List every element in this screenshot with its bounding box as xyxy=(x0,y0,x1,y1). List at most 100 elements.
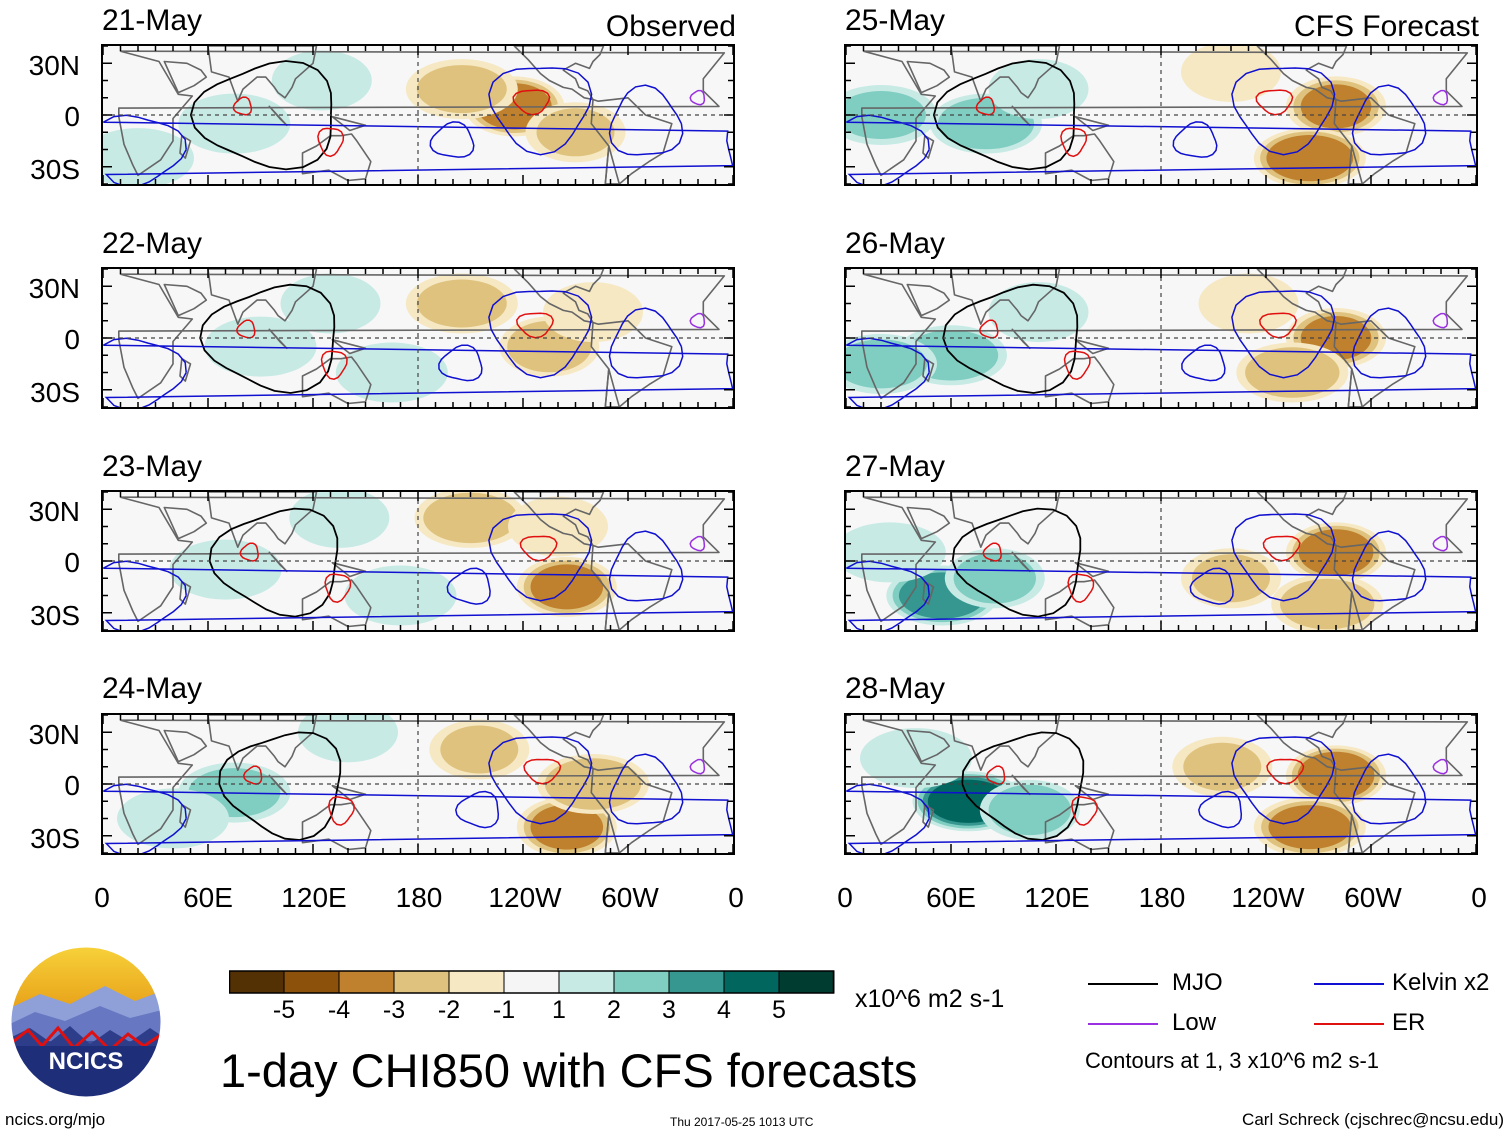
panel-title-27-may: 27-May xyxy=(845,450,946,483)
anomaly-shade-level-1 xyxy=(305,497,374,538)
colorbar-tick-label: 2 xyxy=(607,996,621,1024)
anomaly-shade-level-1 xyxy=(357,352,426,393)
coastline xyxy=(268,774,288,796)
contour-kelvin xyxy=(1231,736,1336,825)
colorbar-frame xyxy=(229,970,835,994)
coastline xyxy=(118,50,726,177)
panel-title-21-may: 21-May xyxy=(102,4,203,37)
lon-tick-0: 0 xyxy=(94,882,110,913)
lon-tick-60e: 60E xyxy=(183,882,233,913)
colorbar-segment xyxy=(668,970,725,994)
legend-label-er: ER xyxy=(1392,1009,1426,1036)
footer-url[interactable]: ncics.org/mjo xyxy=(5,1110,106,1129)
coastline xyxy=(906,506,951,540)
panel-title-24-may: 24-May xyxy=(102,672,203,705)
anomaly-shade-level-1 xyxy=(287,60,356,101)
anomaly-shade-level-2 xyxy=(536,108,615,157)
colorbar-segment xyxy=(778,970,835,994)
coastline xyxy=(331,338,367,355)
map-panel-28-may xyxy=(844,713,1478,855)
anomaly-shade-level-3 xyxy=(1268,805,1352,850)
anomaly-shade-level-2 xyxy=(416,65,507,114)
coastline xyxy=(861,496,1469,623)
contour-kelvin xyxy=(608,84,684,156)
contour-er xyxy=(324,573,352,603)
coastline xyxy=(950,269,1061,326)
coastline xyxy=(906,729,951,763)
anomaly-shade-level-1 xyxy=(1214,283,1283,324)
coastline xyxy=(1256,715,1348,770)
map-svg xyxy=(846,269,1476,407)
colorbar-units: x10^6 m2 s-1 xyxy=(855,985,1005,1013)
contour-er xyxy=(1071,796,1098,826)
panel-title-28-may: 28-May xyxy=(845,672,946,705)
lat-tick-0: 0 xyxy=(64,547,80,578)
map-panel-25-may xyxy=(844,44,1478,186)
contour-kelvin xyxy=(446,567,491,605)
coastline xyxy=(163,729,208,763)
colorbar-segment xyxy=(283,970,340,994)
contour-er xyxy=(512,89,551,116)
coastline xyxy=(906,60,951,94)
anomaly-shade-level-1 xyxy=(139,798,207,839)
coastline xyxy=(1347,145,1364,184)
coastline xyxy=(513,492,605,547)
coastline xyxy=(118,273,726,400)
coastline xyxy=(268,105,288,127)
coastline xyxy=(922,357,935,382)
contour-mjo xyxy=(189,60,333,171)
coastline xyxy=(513,269,605,324)
lon-tick-0: 0 xyxy=(837,882,853,913)
legend-line-kelvin xyxy=(1314,983,1384,985)
anomaly-shade-level-1 xyxy=(1004,292,1073,333)
anomaly-shade-level-1 xyxy=(104,138,172,179)
contour-kelvin xyxy=(488,290,593,379)
lon-tick-0-end: 0 xyxy=(728,882,744,913)
anomaly-shade-level-2 xyxy=(416,279,507,328)
colorbar-segment xyxy=(393,970,450,994)
panel-title-26-may: 26-May xyxy=(845,227,946,260)
coastline xyxy=(1011,774,1031,796)
contour-kelvin xyxy=(488,736,593,825)
coastline xyxy=(922,134,935,159)
coastline xyxy=(1074,338,1110,355)
contour-er xyxy=(1266,758,1305,785)
contour-er xyxy=(1063,350,1091,380)
coastline xyxy=(861,719,1469,846)
colorbar-segment xyxy=(558,970,615,994)
contour-mjo xyxy=(218,731,342,841)
contour-er xyxy=(320,350,348,380)
contour-er xyxy=(982,542,1002,562)
contour-er xyxy=(1067,573,1095,603)
contour-er xyxy=(328,796,355,826)
contour-kelvin xyxy=(1351,530,1427,602)
contour-kelvin xyxy=(488,67,593,156)
contour-low xyxy=(689,312,706,329)
coastline xyxy=(179,580,192,605)
colorbar-segment xyxy=(503,970,560,994)
contour-er xyxy=(516,312,554,339)
lon-tick-60w: 60W xyxy=(1344,882,1402,913)
contour-kelvin xyxy=(1172,121,1218,158)
footer-timestamp: Thu 2017-05-25 1013 UTC xyxy=(670,1115,814,1129)
lon-tick-60e: 60E xyxy=(926,882,976,913)
map-svg xyxy=(846,46,1476,184)
colorbar-segment xyxy=(229,970,285,994)
coastline xyxy=(922,580,935,605)
legend-label-kelvin: Kelvin x2 xyxy=(1392,969,1490,996)
contour-mjo xyxy=(961,731,1085,841)
colorbar-segment xyxy=(338,970,395,994)
map-svg xyxy=(103,46,733,184)
map-svg xyxy=(846,492,1476,630)
colorbar-tick-label: -4 xyxy=(327,996,351,1024)
coastline xyxy=(207,269,318,326)
coastline xyxy=(604,368,621,407)
anomaly-shade-level-1 xyxy=(1004,69,1073,110)
contour-kelvin xyxy=(608,307,684,379)
colorbar-segment xyxy=(613,970,670,994)
observed-label: Observed xyxy=(605,10,736,43)
coastline xyxy=(207,492,318,549)
lat-tick-30s: 30S xyxy=(30,154,80,185)
contour-mjo xyxy=(932,60,1076,171)
contour-er xyxy=(519,535,558,562)
